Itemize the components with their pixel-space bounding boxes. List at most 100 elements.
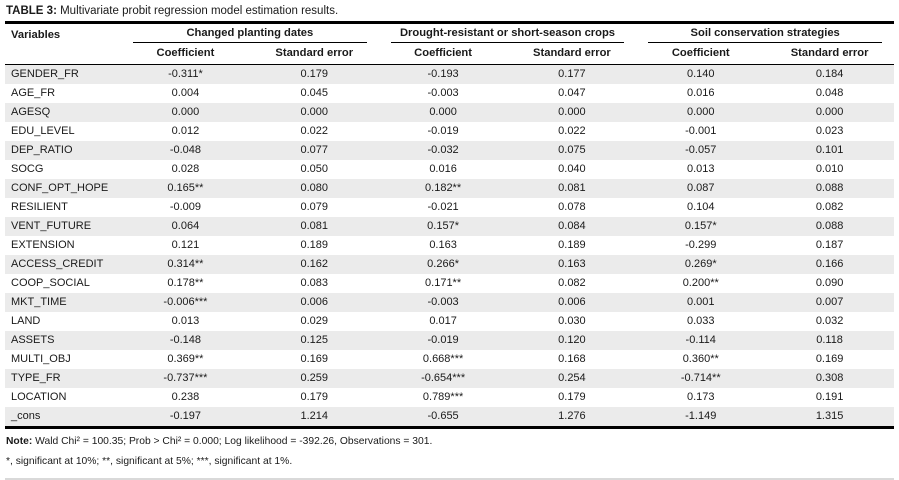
cell-variable: CONF_OPT_HOPE <box>11 182 109 194</box>
cell-standard-error: 0.080 <box>300 182 329 194</box>
cell-coefficient: -0.021 <box>427 201 459 213</box>
cell-standard-error: 0.022 <box>558 125 586 137</box>
cell-coefficient: 0.157* <box>427 220 459 232</box>
cell-coefficient: 0.173 <box>686 391 715 403</box>
cell-standard-error: 0.168 <box>558 353 586 365</box>
cell-standard-error: 0.006 <box>300 296 329 308</box>
cell-standard-error: 0.166 <box>815 258 844 270</box>
table-row: EXTENSION 0.121 0.189 0.163 0.189 -0.299 0.187 <box>5 236 894 255</box>
cell-coefficient: -0.148 <box>169 334 202 346</box>
cell-coefficient: 0.269* <box>684 258 717 270</box>
cell-standard-error: 0.189 <box>558 239 586 251</box>
cell-standard-error: 0.254 <box>558 372 586 384</box>
table-row: LAND 0.013 0.029 0.017 0.030 0.033 0.032 <box>5 312 894 331</box>
cell-coefficient: 0.200** <box>682 277 719 289</box>
cell-variable: AGE_FR <box>11 87 56 99</box>
table-row: _cons -0.197 1.214 -0.655 1.276 -1.149 1.315 <box>5 407 894 429</box>
cell-coefficient: 0.028 <box>171 163 200 175</box>
cell-standard-error: 0.030 <box>558 315 586 327</box>
cell-standard-error: 0.163 <box>558 258 586 270</box>
cell-standard-error: 0.022 <box>300 125 329 137</box>
cell-coefficient: -0.019 <box>427 125 459 137</box>
cell-variable: TYPE_FR <box>11 372 61 384</box>
cell-coefficient: -0.001 <box>685 125 717 137</box>
sub-header-row: Coefficient Standard error Coefficient S… <box>5 43 894 65</box>
group-header-changed-planting-dates: Changed planting dates <box>121 23 379 43</box>
cell-standard-error: 0.179 <box>300 68 329 80</box>
table-notes: Note: Wald Chi² = 100.35; Prob > Chi² = … <box>6 435 894 468</box>
cell-coefficient: 0.012 <box>171 125 200 137</box>
cell-coefficient: -0.057 <box>685 144 717 156</box>
cell-standard-error: 0.000 <box>815 106 844 118</box>
table-caption: TABLE 3: Multivariate probit regression … <box>6 4 894 18</box>
cell-standard-error: 1.214 <box>249 407 379 429</box>
cell-coefficient: 0.000 <box>429 106 457 118</box>
cell-standard-error: 0.308 <box>815 372 844 384</box>
table-row: COOP_SOCIAL 0.178** 0.083 0.171** 0.082 0.200… <box>5 274 894 293</box>
table-title-text: Multivariate probit regression model est… <box>56 5 339 17</box>
table-body: GENDER_FR -0.311* 0.179 -0.193 0.177 0.140 0.1… <box>5 64 894 429</box>
group-header-row: Variables Changed planting dates Drought… <box>5 22 894 65</box>
cell-coefficient: -0.048 <box>169 144 202 156</box>
cell-coefficient: 0.013 <box>171 315 200 327</box>
results-table: Variables Changed planting dates Drought… <box>5 21 894 429</box>
cell-coefficient: 0.668*** <box>422 353 464 365</box>
table-row: TYPE_FR -0.737*** 0.259 -0.654*** 0.254 -0.71… <box>5 369 894 388</box>
cell-variable: ASSETS <box>11 334 55 346</box>
table-row: AGE_FR 0.004 0.045 -0.003 0.047 0.016 0.048 <box>5 84 894 103</box>
cell-standard-error: 0.029 <box>300 315 329 327</box>
cell-standard-error: 0.075 <box>558 144 586 156</box>
cell-standard-error: 0.189 <box>300 239 329 251</box>
cell-coefficient: -0.019 <box>427 334 459 346</box>
cell-variable: _cons <box>5 407 122 429</box>
cell-coefficient: -0.714** <box>680 372 721 384</box>
cell-variable: SOCG <box>11 163 44 175</box>
cell-standard-error: 0.023 <box>815 125 844 137</box>
cell-standard-error: 0.084 <box>558 220 586 232</box>
cell-standard-error: 0.259 <box>300 372 329 384</box>
cell-standard-error: 1.276 <box>507 407 637 429</box>
cell-coefficient: 0.000 <box>686 106 715 118</box>
table-row: ASSETS -0.148 0.125 -0.019 0.120 -0.114 0.118 <box>5 331 894 350</box>
column-header-standard-error: Standard error <box>765 43 894 65</box>
cell-standard-error: 0.077 <box>300 144 329 156</box>
cell-standard-error: 0.082 <box>558 277 586 289</box>
cell-coefficient: 0.121 <box>171 239 200 251</box>
cell-coefficient: 0.165** <box>167 182 204 194</box>
cell-standard-error: 0.081 <box>300 220 329 232</box>
cell-coefficient: -0.032 <box>427 144 459 156</box>
cell-standard-error: 0.187 <box>815 239 844 251</box>
cell-standard-error: 0.050 <box>300 163 329 175</box>
cell-coefficient: -0.311* <box>168 68 203 80</box>
cell-standard-error: 0.048 <box>815 87 844 99</box>
cell-coefficient: 0.171** <box>425 277 462 289</box>
cell-variable: MKT_TIME <box>11 296 67 308</box>
cell-coefficient: 0.013 <box>686 163 715 175</box>
cell-standard-error: 0.101 <box>815 144 844 156</box>
cell-standard-error: 0.184 <box>815 68 844 80</box>
cell-coefficient: -0.009 <box>169 201 202 213</box>
note-text: Wald Chi² = 100.35; Prob > Chi² = 0.000;… <box>32 436 433 447</box>
table-row: ACCESS_CREDIT 0.314** 0.162 0.266* 0.163 0.26… <box>5 255 894 274</box>
group-header-drought-resistant-crops: Drought-resistant or short-season crops <box>379 23 637 43</box>
cell-coefficient: 0.016 <box>429 163 457 175</box>
cell-standard-error: 0.045 <box>300 87 329 99</box>
cell-coefficient: 0.157* <box>684 220 717 232</box>
cell-standard-error: 0.177 <box>558 68 586 80</box>
column-header-variables: Variables <box>5 22 122 65</box>
cell-standard-error: 0.088 <box>815 182 844 194</box>
table-header: Variables Changed planting dates Drought… <box>5 22 894 65</box>
cell-standard-error: 0.006 <box>558 296 586 308</box>
cell-coefficient: -0.003 <box>427 87 459 99</box>
cell-variable: VENT_FUTURE <box>11 220 92 232</box>
cell-coefficient: 0.004 <box>171 87 200 99</box>
cell-coefficient: 0.016 <box>686 87 715 99</box>
cell-coefficient: 0.001 <box>686 296 715 308</box>
table-row: AGESQ 0.000 0.000 0.000 0.000 0.000 0.000 <box>5 103 894 122</box>
cell-standard-error: 0.083 <box>300 277 329 289</box>
cell-standard-error: 0.169 <box>815 353 844 365</box>
cell-variable: LAND <box>11 315 41 327</box>
cell-coefficient: 0.000 <box>171 106 200 118</box>
cell-coefficient: -0.114 <box>685 334 716 346</box>
